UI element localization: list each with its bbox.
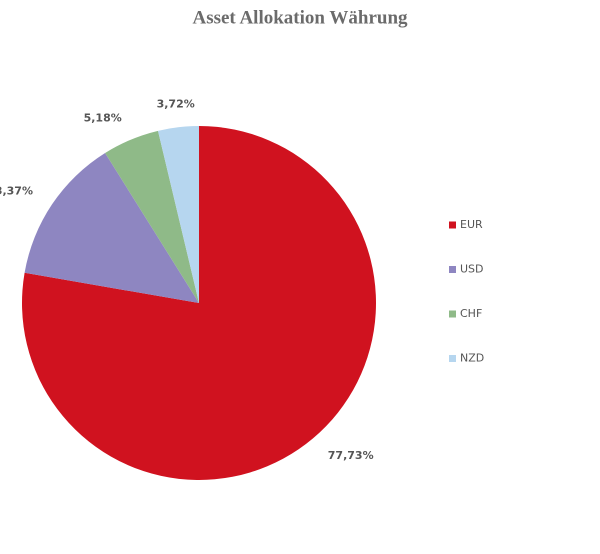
chart-title: Asset Allokation Währung [192, 7, 408, 28]
pie-slice [21, 126, 376, 480]
data-label: 5,18% [84, 112, 122, 125]
legend-swatch [449, 266, 456, 273]
legend-swatch [449, 310, 456, 318]
data-label: 13,37% [0, 184, 33, 197]
pie-slice [158, 126, 199, 303]
legend-swatch [449, 221, 456, 229]
data-label: 77,73% [328, 449, 374, 462]
legend-swatch [449, 355, 456, 362]
data-label: 3,72% [157, 97, 195, 110]
legend-label: EUR [460, 218, 483, 231]
pie-slice [24, 152, 199, 303]
legend-label: NZD [460, 352, 484, 365]
legend-label: CHF [460, 307, 482, 320]
pie-slice [105, 130, 199, 303]
legend-label: USD [460, 263, 484, 276]
